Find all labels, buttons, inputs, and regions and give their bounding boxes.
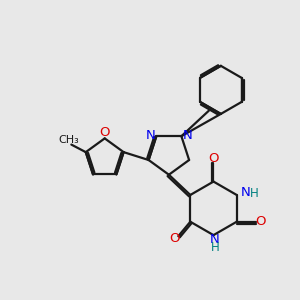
Text: N: N <box>210 233 220 246</box>
Text: H: H <box>211 241 219 254</box>
Text: N: N <box>183 129 192 142</box>
Text: O: O <box>169 232 179 245</box>
Text: O: O <box>255 215 265 228</box>
Text: CH₃: CH₃ <box>58 136 79 146</box>
Text: N: N <box>145 129 155 142</box>
Text: O: O <box>208 152 219 165</box>
Text: O: O <box>100 126 110 139</box>
Text: H: H <box>250 188 259 200</box>
Text: N: N <box>241 186 250 199</box>
